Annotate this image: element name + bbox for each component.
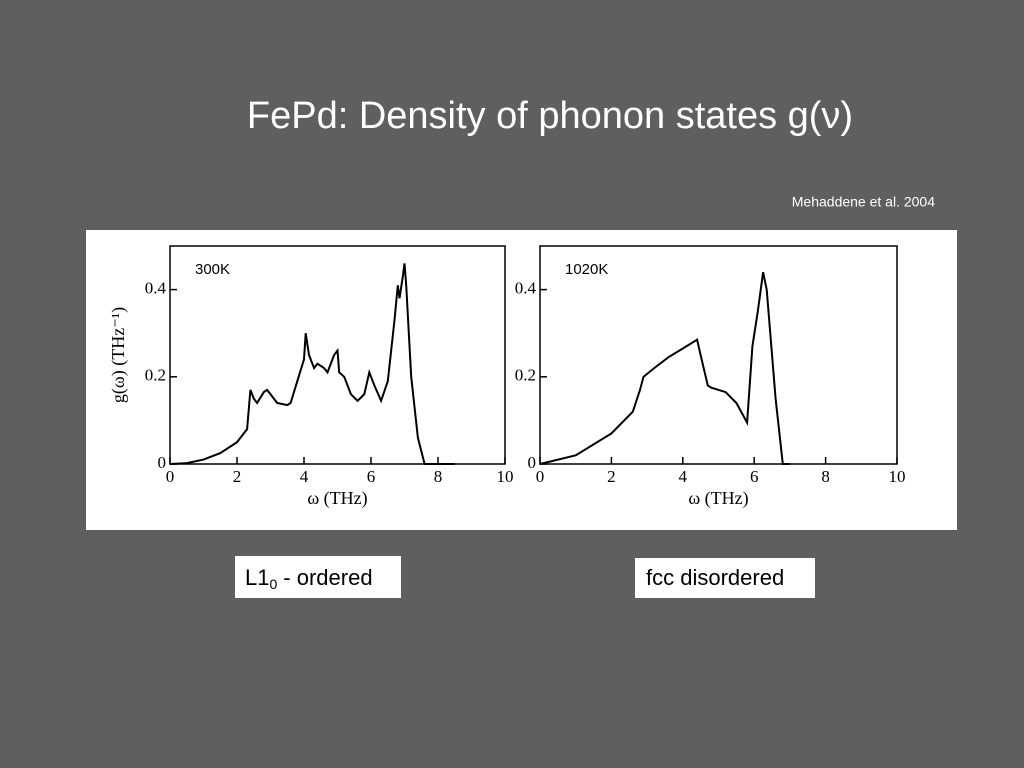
panel-annotation: 1020K bbox=[565, 261, 608, 278]
data-line bbox=[169, 263, 455, 465]
label-main: L1 bbox=[245, 565, 269, 590]
y-tick-label: 0 bbox=[528, 453, 537, 472]
citation: Mehaddene et al. 2004 bbox=[792, 194, 935, 210]
x-tick-label: 0 bbox=[166, 467, 175, 486]
x-tick-label: 6 bbox=[367, 467, 376, 486]
plot-frame bbox=[169, 245, 506, 465]
x-tick-label: 6 bbox=[750, 467, 759, 486]
x-tick-label: 2 bbox=[233, 467, 242, 486]
label-rest: - ordered bbox=[283, 565, 372, 590]
label-box bbox=[635, 558, 815, 598]
data-line bbox=[539, 271, 790, 465]
charts: 0 2 4 6 8 10 0 0.2 0.4 ω (THz) g(ω) (THz⁻¹) 300K 0 2 4… bbox=[108, 245, 906, 509]
y-axis-label: g(ω) (THz⁻¹) bbox=[108, 307, 129, 403]
x-axis-label: ω (THz) bbox=[307, 488, 367, 509]
x-axis-label: ω (THz) bbox=[688, 488, 748, 509]
y-tick-label: 0.4 bbox=[145, 279, 167, 298]
x-tick-label: 4 bbox=[679, 467, 688, 486]
x-tick-label: 10 bbox=[889, 467, 906, 486]
y-tick-label: 0 bbox=[158, 453, 167, 472]
label-subscript: 0 bbox=[269, 576, 277, 592]
x-tick-label: 2 bbox=[607, 467, 616, 486]
figure-panel bbox=[86, 230, 957, 530]
label: L10 - ordered bbox=[245, 565, 373, 592]
y-tick-label: 0.4 bbox=[515, 279, 537, 298]
label: fcc disordered bbox=[646, 565, 784, 590]
x-tick-label: 0 bbox=[536, 467, 545, 486]
panel-annotation: 300K bbox=[195, 261, 230, 278]
slide-title: FePd: Density of phonon states g(ν) bbox=[247, 95, 853, 137]
x-tick-label: 4 bbox=[300, 467, 309, 486]
x-tick-label: 10 bbox=[497, 467, 514, 486]
label-box bbox=[235, 556, 401, 598]
y-tick-label: 0.2 bbox=[145, 366, 166, 385]
plot-frame bbox=[539, 245, 898, 465]
x-tick-label: 8 bbox=[821, 467, 830, 486]
y-tick-label: 0.2 bbox=[515, 366, 536, 385]
x-tick-label: 8 bbox=[434, 467, 443, 486]
